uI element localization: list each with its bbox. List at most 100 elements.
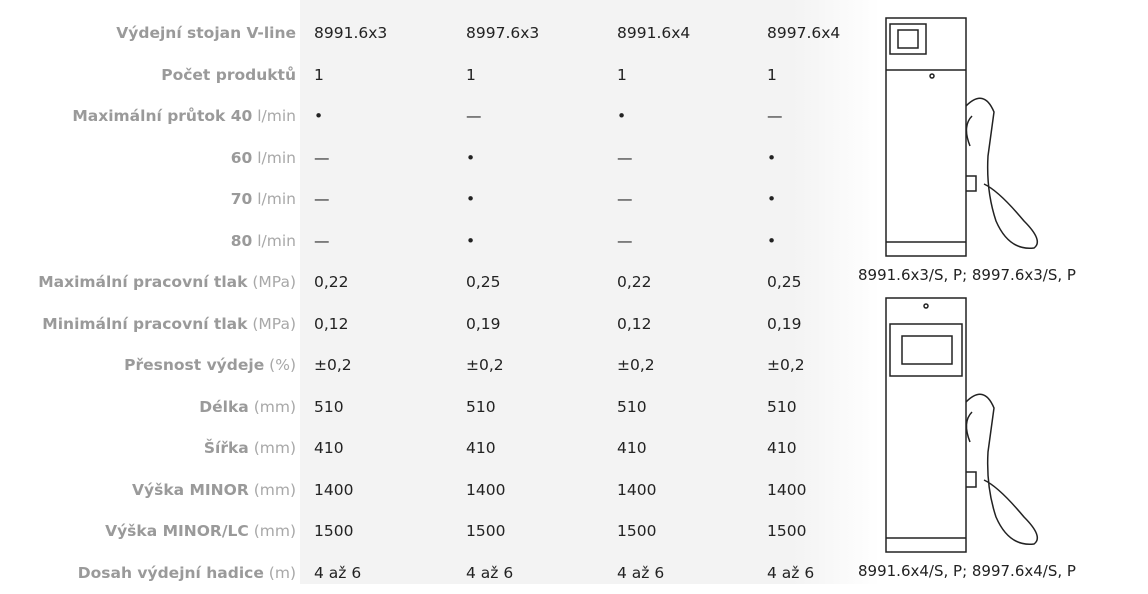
table-row: Dosah výdejní hadice (m) 4 až 6 4 až 6 4 až… [0, 553, 880, 594]
table-row: Přesnost výdeje (%) ±0,2 ±0,2 ±0,2 ±0,2 [0, 345, 880, 387]
table-row: Výška MINOR (mm) 1400 1400 1400 1400 [0, 470, 880, 512]
row-label: Počet produktů [0, 55, 296, 97]
label-text: Výška MINOR [132, 481, 249, 499]
label-text: Délka [199, 398, 248, 416]
row-label: Šířka (mm) [0, 428, 296, 470]
table-cell: 0,22 [617, 262, 652, 304]
row-label: Výška MINOR (mm) [0, 470, 296, 512]
row-label: Minimální pracovní tlak (MPa) [0, 304, 296, 346]
table-row: 80 l/min — • — • [0, 221, 880, 263]
table-cell: 1500 [466, 511, 505, 553]
table-cell: 1 [767, 55, 777, 97]
table-cell: 1500 [314, 511, 353, 553]
table-row: 60 l/min — • — • [0, 138, 880, 180]
table-cell: 0,12 [314, 304, 349, 346]
table-cell: • [767, 221, 776, 263]
label-text: Počet produktů [161, 66, 296, 84]
label-unit: l/min [257, 232, 296, 250]
table-row: Minimální pracovní tlak (MPa) 0,12 0,19 0,1… [0, 304, 880, 346]
table-cell: 1400 [767, 470, 806, 512]
label-unit: (%) [269, 356, 296, 374]
table-cell: • [314, 96, 323, 138]
table-cell: • [466, 221, 475, 263]
table-cell: 0,25 [466, 262, 501, 304]
label-text: Přesnost výdeje [124, 356, 264, 374]
label-unit: (mm) [254, 522, 296, 540]
table-cell: ±0,2 [767, 345, 805, 387]
label-unit: (m) [269, 564, 296, 582]
row-label: Délka (mm) [0, 387, 296, 429]
table-cell: — [767, 96, 783, 138]
table-cell: 410 [617, 428, 647, 470]
table-cell: ±0,2 [466, 345, 504, 387]
table-cell: 1 [617, 55, 627, 97]
table-cell: — [314, 179, 330, 221]
row-label: Dosah výdejní hadice (m) [0, 553, 296, 594]
table-cell: 8997.6x3 [466, 13, 539, 55]
table-cell: 510 [767, 387, 797, 429]
table-cell: — [617, 179, 633, 221]
pump-image [884, 296, 1054, 556]
table-cell: 8991.6x4 [617, 13, 690, 55]
table-cell: 1400 [466, 470, 505, 512]
label-text: Maximální průtok 40 [72, 107, 252, 125]
table-cell: 1500 [767, 511, 806, 553]
table-cell: — [314, 138, 330, 180]
row-label: 70 l/min [0, 179, 296, 221]
table-cell: 8997.6x4 [767, 13, 840, 55]
table-cell: 1 [466, 55, 476, 97]
table-cell: • [466, 138, 475, 180]
table-cell: — [466, 96, 482, 138]
table-cell: 4 až 6 [466, 553, 513, 594]
table-cell: — [617, 221, 633, 263]
table-cell: 0,25 [767, 262, 802, 304]
label-unit: (mm) [254, 398, 296, 416]
row-label: Přesnost výdeje (%) [0, 345, 296, 387]
label-text: 80 [231, 232, 253, 250]
label-unit: (MPa) [252, 273, 296, 291]
table-cell: 1400 [314, 470, 353, 512]
table-cell: • [617, 96, 626, 138]
row-label: Výdejní stojan V-line [0, 13, 296, 55]
label-text: Dosah výdejní hadice [78, 564, 264, 582]
label-unit: l/min [257, 190, 296, 208]
table-row: Maximální průtok 40 l/min • — • — [0, 96, 880, 138]
table-cell: 410 [767, 428, 797, 470]
table-cell: 1500 [617, 511, 656, 553]
table-cell: 0,19 [767, 304, 802, 346]
label-text: 60 [231, 149, 253, 167]
table-cell: 4 až 6 [767, 553, 814, 594]
table-row: Šířka (mm) 410 410 410 410 [0, 428, 880, 470]
table-cell: • [767, 138, 776, 180]
table-cell: 0,22 [314, 262, 349, 304]
table-cell: 4 až 6 [314, 553, 361, 594]
table-cell: 410 [466, 428, 496, 470]
table-cell: 510 [314, 387, 344, 429]
label-unit: l/min [257, 149, 296, 167]
label-unit: l/min [257, 107, 296, 125]
table-cell: 0,19 [466, 304, 501, 346]
table-cell: 510 [466, 387, 496, 429]
label-text: Výška MINOR/LC [105, 522, 249, 540]
table-row: Maximální pracovní tlak (MPa) 0,22 0,25 0,2… [0, 262, 880, 304]
table-cell: — [314, 221, 330, 263]
label-text: Šířka [204, 439, 249, 457]
row-label: Výška MINOR/LC (mm) [0, 511, 296, 553]
table-cell: 0,12 [617, 304, 652, 346]
table-row: Výška MINOR/LC (mm) 1500 1500 1500 1500 [0, 511, 880, 553]
table-cell: • [767, 179, 776, 221]
pump-image [884, 16, 1054, 260]
row-label: 80 l/min [0, 221, 296, 263]
label-text: Maximální pracovní tlak [38, 273, 247, 291]
row-label: 60 l/min [0, 138, 296, 180]
label-text: 70 [231, 190, 253, 208]
table-cell: — [617, 138, 633, 180]
table-cell: 1400 [617, 470, 656, 512]
table-cell: 4 až 6 [617, 553, 664, 594]
table-cell: 410 [314, 428, 344, 470]
table-cell: ±0,2 [617, 345, 655, 387]
table-cell: ±0,2 [314, 345, 352, 387]
